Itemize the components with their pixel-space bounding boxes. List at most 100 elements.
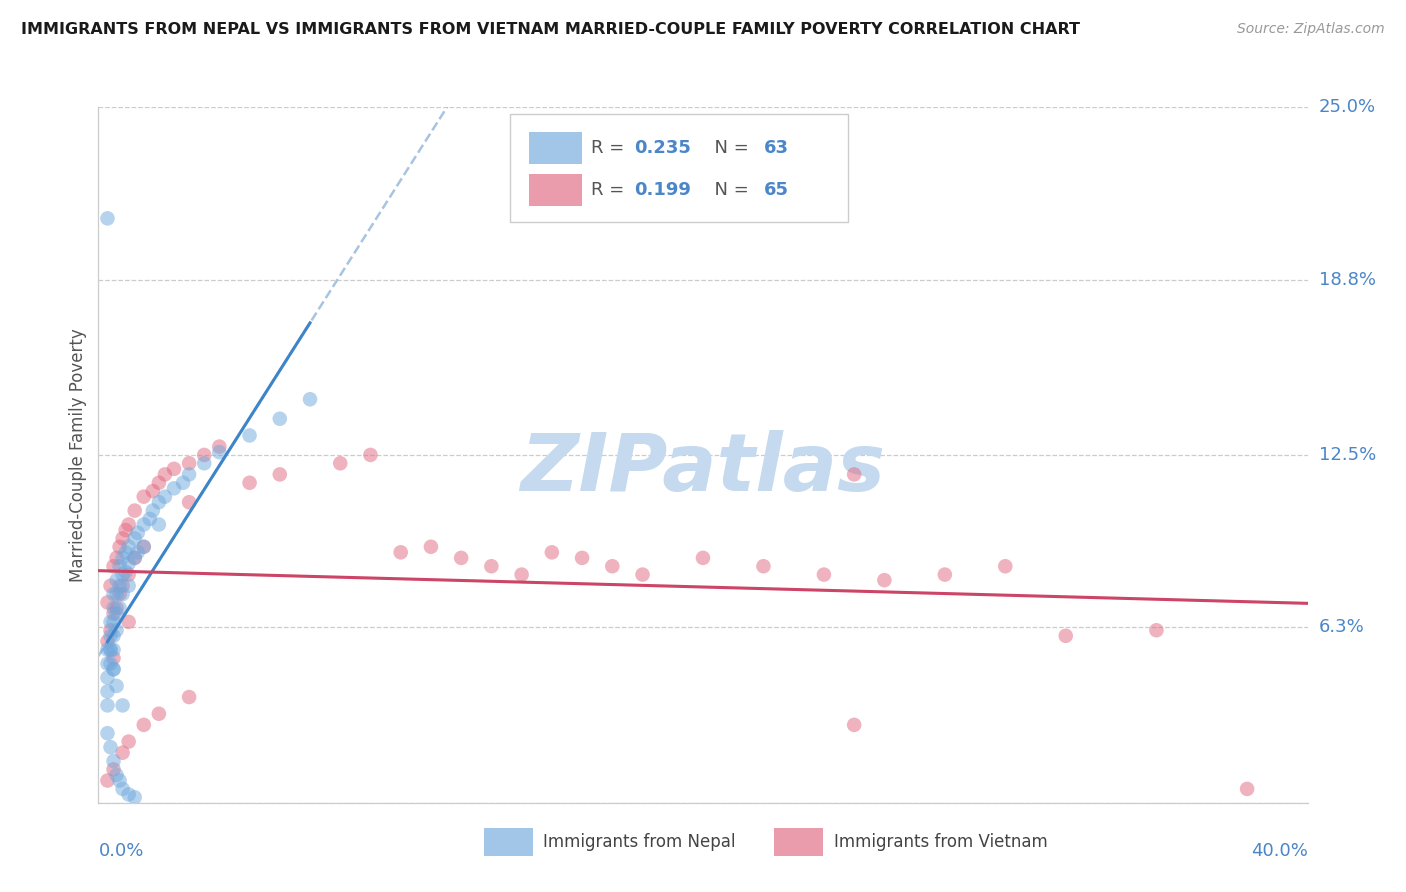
- Point: [540, 545, 562, 559]
- Point: [100, 642, 122, 657]
- Point: [100, 615, 122, 629]
- Point: [96, 726, 118, 740]
- Point: [127, 545, 149, 559]
- Point: [142, 503, 165, 517]
- Point: [96, 642, 118, 657]
- Point: [844, 467, 866, 482]
- Point: [118, 579, 141, 593]
- Point: [1236, 781, 1258, 796]
- Point: [148, 706, 170, 721]
- Point: [96, 595, 118, 609]
- Point: [100, 629, 122, 643]
- Point: [124, 503, 146, 517]
- Point: [103, 651, 125, 665]
- Point: [269, 411, 291, 425]
- Point: [118, 557, 141, 571]
- Text: IMMIGRANTS FROM NEPAL VS IMMIGRANTS FROM VIETNAM MARRIED-COUPLE FAMILY POVERTY C: IMMIGRANTS FROM NEPAL VS IMMIGRANTS FROM…: [21, 22, 1080, 37]
- Point: [96, 211, 118, 226]
- Point: [111, 567, 134, 582]
- Text: 0.0%: 0.0%: [98, 842, 143, 860]
- FancyBboxPatch shape: [484, 828, 533, 855]
- Point: [752, 559, 775, 574]
- Point: [163, 462, 186, 476]
- Point: [100, 642, 122, 657]
- Point: [124, 550, 146, 565]
- Point: [111, 587, 134, 601]
- Point: [994, 559, 1017, 574]
- Point: [103, 642, 125, 657]
- FancyBboxPatch shape: [509, 114, 848, 222]
- Text: 25.0%: 25.0%: [1319, 98, 1376, 116]
- Point: [96, 657, 118, 671]
- Point: [127, 525, 149, 540]
- Point: [142, 484, 165, 499]
- Point: [813, 567, 835, 582]
- Point: [103, 662, 125, 676]
- Point: [96, 773, 118, 788]
- Point: [105, 550, 128, 565]
- Point: [360, 448, 382, 462]
- Point: [105, 587, 128, 601]
- Point: [108, 559, 131, 574]
- Point: [118, 615, 141, 629]
- Point: [329, 456, 352, 470]
- Point: [132, 540, 155, 554]
- Point: [299, 392, 322, 407]
- Point: [510, 567, 533, 582]
- Point: [239, 475, 262, 490]
- Point: [602, 559, 624, 574]
- Point: [118, 567, 141, 582]
- Point: [1144, 624, 1167, 638]
- Point: [177, 456, 201, 470]
- Point: [1054, 629, 1077, 643]
- Text: N =: N =: [703, 181, 755, 199]
- Point: [114, 523, 136, 537]
- Point: [172, 475, 194, 490]
- Point: [105, 607, 128, 621]
- Point: [103, 662, 125, 676]
- Point: [163, 481, 186, 495]
- Point: [193, 448, 215, 462]
- Point: [148, 495, 170, 509]
- Point: [105, 679, 128, 693]
- Point: [132, 540, 155, 554]
- Point: [844, 718, 866, 732]
- Point: [103, 763, 125, 777]
- Point: [111, 746, 134, 760]
- Point: [111, 550, 134, 565]
- Point: [114, 545, 136, 559]
- Point: [148, 475, 170, 490]
- Point: [873, 573, 896, 587]
- Text: R =: R =: [591, 181, 630, 199]
- Point: [132, 517, 155, 532]
- Point: [692, 550, 714, 565]
- Text: 12.5%: 12.5%: [1319, 446, 1376, 464]
- Point: [239, 428, 262, 442]
- Point: [124, 532, 146, 546]
- Text: 0.235: 0.235: [634, 139, 690, 157]
- Point: [153, 490, 176, 504]
- Point: [124, 790, 146, 805]
- Point: [481, 559, 503, 574]
- Point: [105, 624, 128, 638]
- Point: [103, 601, 125, 615]
- Point: [108, 587, 131, 601]
- Point: [103, 615, 125, 629]
- Point: [124, 550, 146, 565]
- FancyBboxPatch shape: [529, 132, 582, 164]
- Y-axis label: Married-Couple Family Poverty: Married-Couple Family Poverty: [69, 328, 87, 582]
- Point: [108, 579, 131, 593]
- FancyBboxPatch shape: [775, 828, 823, 855]
- Point: [96, 634, 118, 648]
- Point: [108, 601, 131, 615]
- Point: [148, 517, 170, 532]
- Point: [132, 490, 155, 504]
- Text: 63: 63: [763, 139, 789, 157]
- Text: R =: R =: [591, 139, 630, 157]
- Point: [177, 495, 201, 509]
- Point: [111, 781, 134, 796]
- Point: [105, 601, 128, 615]
- Point: [103, 607, 125, 621]
- Point: [100, 624, 122, 638]
- Point: [96, 698, 118, 713]
